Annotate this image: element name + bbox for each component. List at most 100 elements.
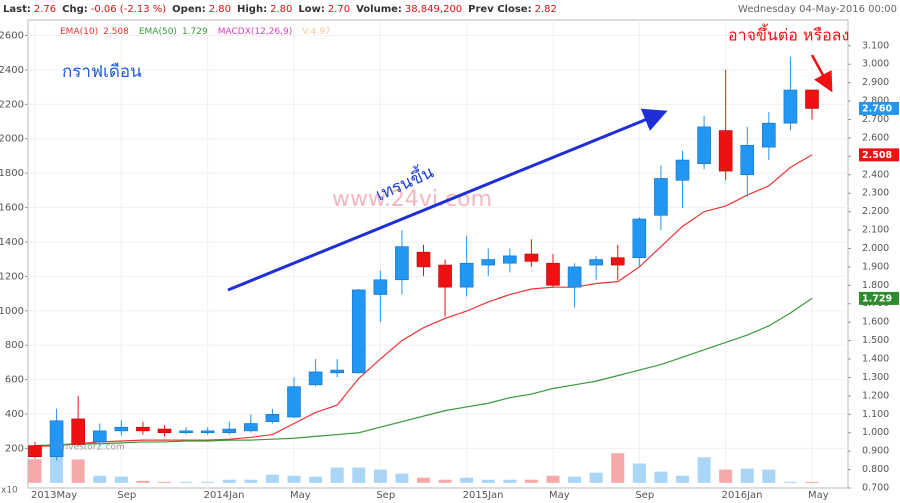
price-tag-label: 1.729 [862,293,892,304]
volume-bar [524,479,538,483]
volume-bar [222,479,236,483]
candle-body [438,264,452,288]
main-layer: 2.760 2.508 1.729 [28,56,899,461]
legend-value: 1.729 [182,27,208,37]
y-tick-label: 2.100 [862,225,889,236]
x-tick-label: 2016Jan [722,490,763,501]
y-tick-label: 3.100 [862,40,889,51]
y2-tick-label: 1200 [0,271,24,282]
candle-body [718,130,733,172]
y-tick-label: 2.000 [862,243,889,254]
volume-bar [438,479,452,483]
price-tag [859,101,899,115]
legend: EMA(10) 2.508 EMA(50) 1.729 MACDX(12,26,9) V:… [60,27,331,37]
header-label: Open: [172,4,206,15]
y2-tick-label: 800 [5,340,24,351]
candle-body [610,257,625,266]
legend-indicator: MACDX(12,26,9) [218,27,293,37]
candle-body [351,289,366,374]
header-value: 2.80 [209,4,231,15]
volume-bar [330,467,344,483]
y2-tick-label: 2200 [0,99,24,110]
y-tick-label: 2.800 [862,96,889,107]
header-label: High: [237,4,267,15]
y-tick-label: 1.600 [862,317,889,328]
y2-tick-label: 600 [5,375,24,386]
volume-bar [481,479,495,483]
candle-body [136,426,150,432]
x-tick-label: Sep [635,490,654,501]
candle-body [157,428,172,434]
candle-body [222,428,237,434]
candle-body [114,426,129,432]
candle-body [546,262,560,286]
y2-tick-label: 2000 [0,134,24,145]
volume-bar [244,479,258,483]
y-tick-label: 1.800 [862,280,889,291]
ema-line [34,297,813,447]
candle-body [805,89,819,109]
volume-bar [611,453,625,483]
candle-body [740,144,755,176]
volume-bar [654,471,668,483]
candle-body [92,430,107,443]
volume-bar [265,474,279,483]
x-tick-label: Sep [117,490,136,501]
y2-tick-label: 2400 [0,65,24,76]
x-tick-label: 2014Jan [204,490,245,501]
outlook-note: อาจขึ้นต่อ หรือลง [728,24,849,45]
y-tick-label: 2.900 [862,77,889,88]
volume-bar [676,475,689,483]
volume-bar [719,469,733,483]
x-tick-label: 2015Jan [463,490,504,501]
volume-bar [697,457,711,483]
candle-body [589,259,603,266]
y-tick-label: 0.900 [862,446,889,457]
y2-tick-label: 1000 [0,306,24,317]
header-date: Wednesday 04-May-2016 00:00 [738,4,897,15]
watermark: www.24vi.com [332,187,492,212]
y-tick-label: 0.800 [862,464,889,475]
candle-body [762,122,776,148]
header-value: 38,849,200 [405,4,462,15]
y-tick-label: 2.700 [862,114,889,125]
volume-bar [158,481,171,483]
volume-bar [783,481,797,483]
y-tick-label: 1.500 [862,335,889,346]
header-value: 2.76 [34,4,56,15]
candle-body [373,279,388,295]
candle-body [28,445,42,457]
volume-bar [395,473,409,483]
candle-body [654,178,668,216]
y2-tick-label: 400 [5,409,24,420]
y-tick-label: 2.400 [862,169,889,180]
x-tick-label: May [549,490,570,501]
x-tick-label: 2013May [31,490,77,501]
volume-bar [417,477,430,483]
y-tick-label: 1.000 [862,427,889,438]
candle-body [524,253,539,262]
candle-body [265,413,280,422]
volume-bar [287,475,301,483]
y2-tick-label: 2600 [0,30,24,41]
y2-tick-label: 1600 [0,203,24,214]
header: Last: 2.76 Chg: -0.06 (-2.13 %) Open: 2.80 Hig… [3,4,557,15]
volume-bar [179,481,193,483]
header-label: Low: [298,4,324,15]
plot-frame [27,19,849,489]
volume-bar [201,481,215,483]
candle-body [503,255,517,264]
y-tick-label: 2.200 [862,206,889,217]
legend-name: EMA(10) [60,27,98,37]
candle-body [567,266,582,288]
header-label: Last: [3,4,31,15]
candle-body [287,386,301,418]
volume-bar [309,476,323,483]
header-label: Volume: [356,4,402,15]
header-value: 2.80 [270,4,292,15]
outlook-arrow [810,54,833,93]
under-layer: 200 400 600 800 1000 1200 1400 1600 1800 2000 2200… [0,20,889,501]
candle-body [71,418,85,446]
